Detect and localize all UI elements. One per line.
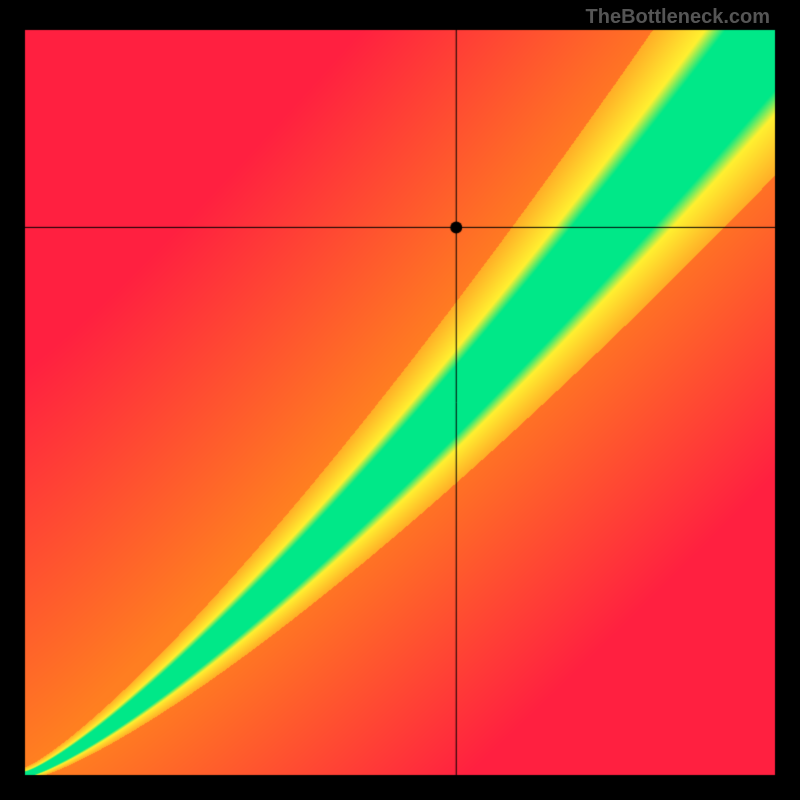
chart-container: TheBottleneck.com — [0, 0, 800, 800]
bottleneck-heatmap — [0, 0, 800, 800]
attribution-text: TheBottleneck.com — [586, 6, 770, 29]
